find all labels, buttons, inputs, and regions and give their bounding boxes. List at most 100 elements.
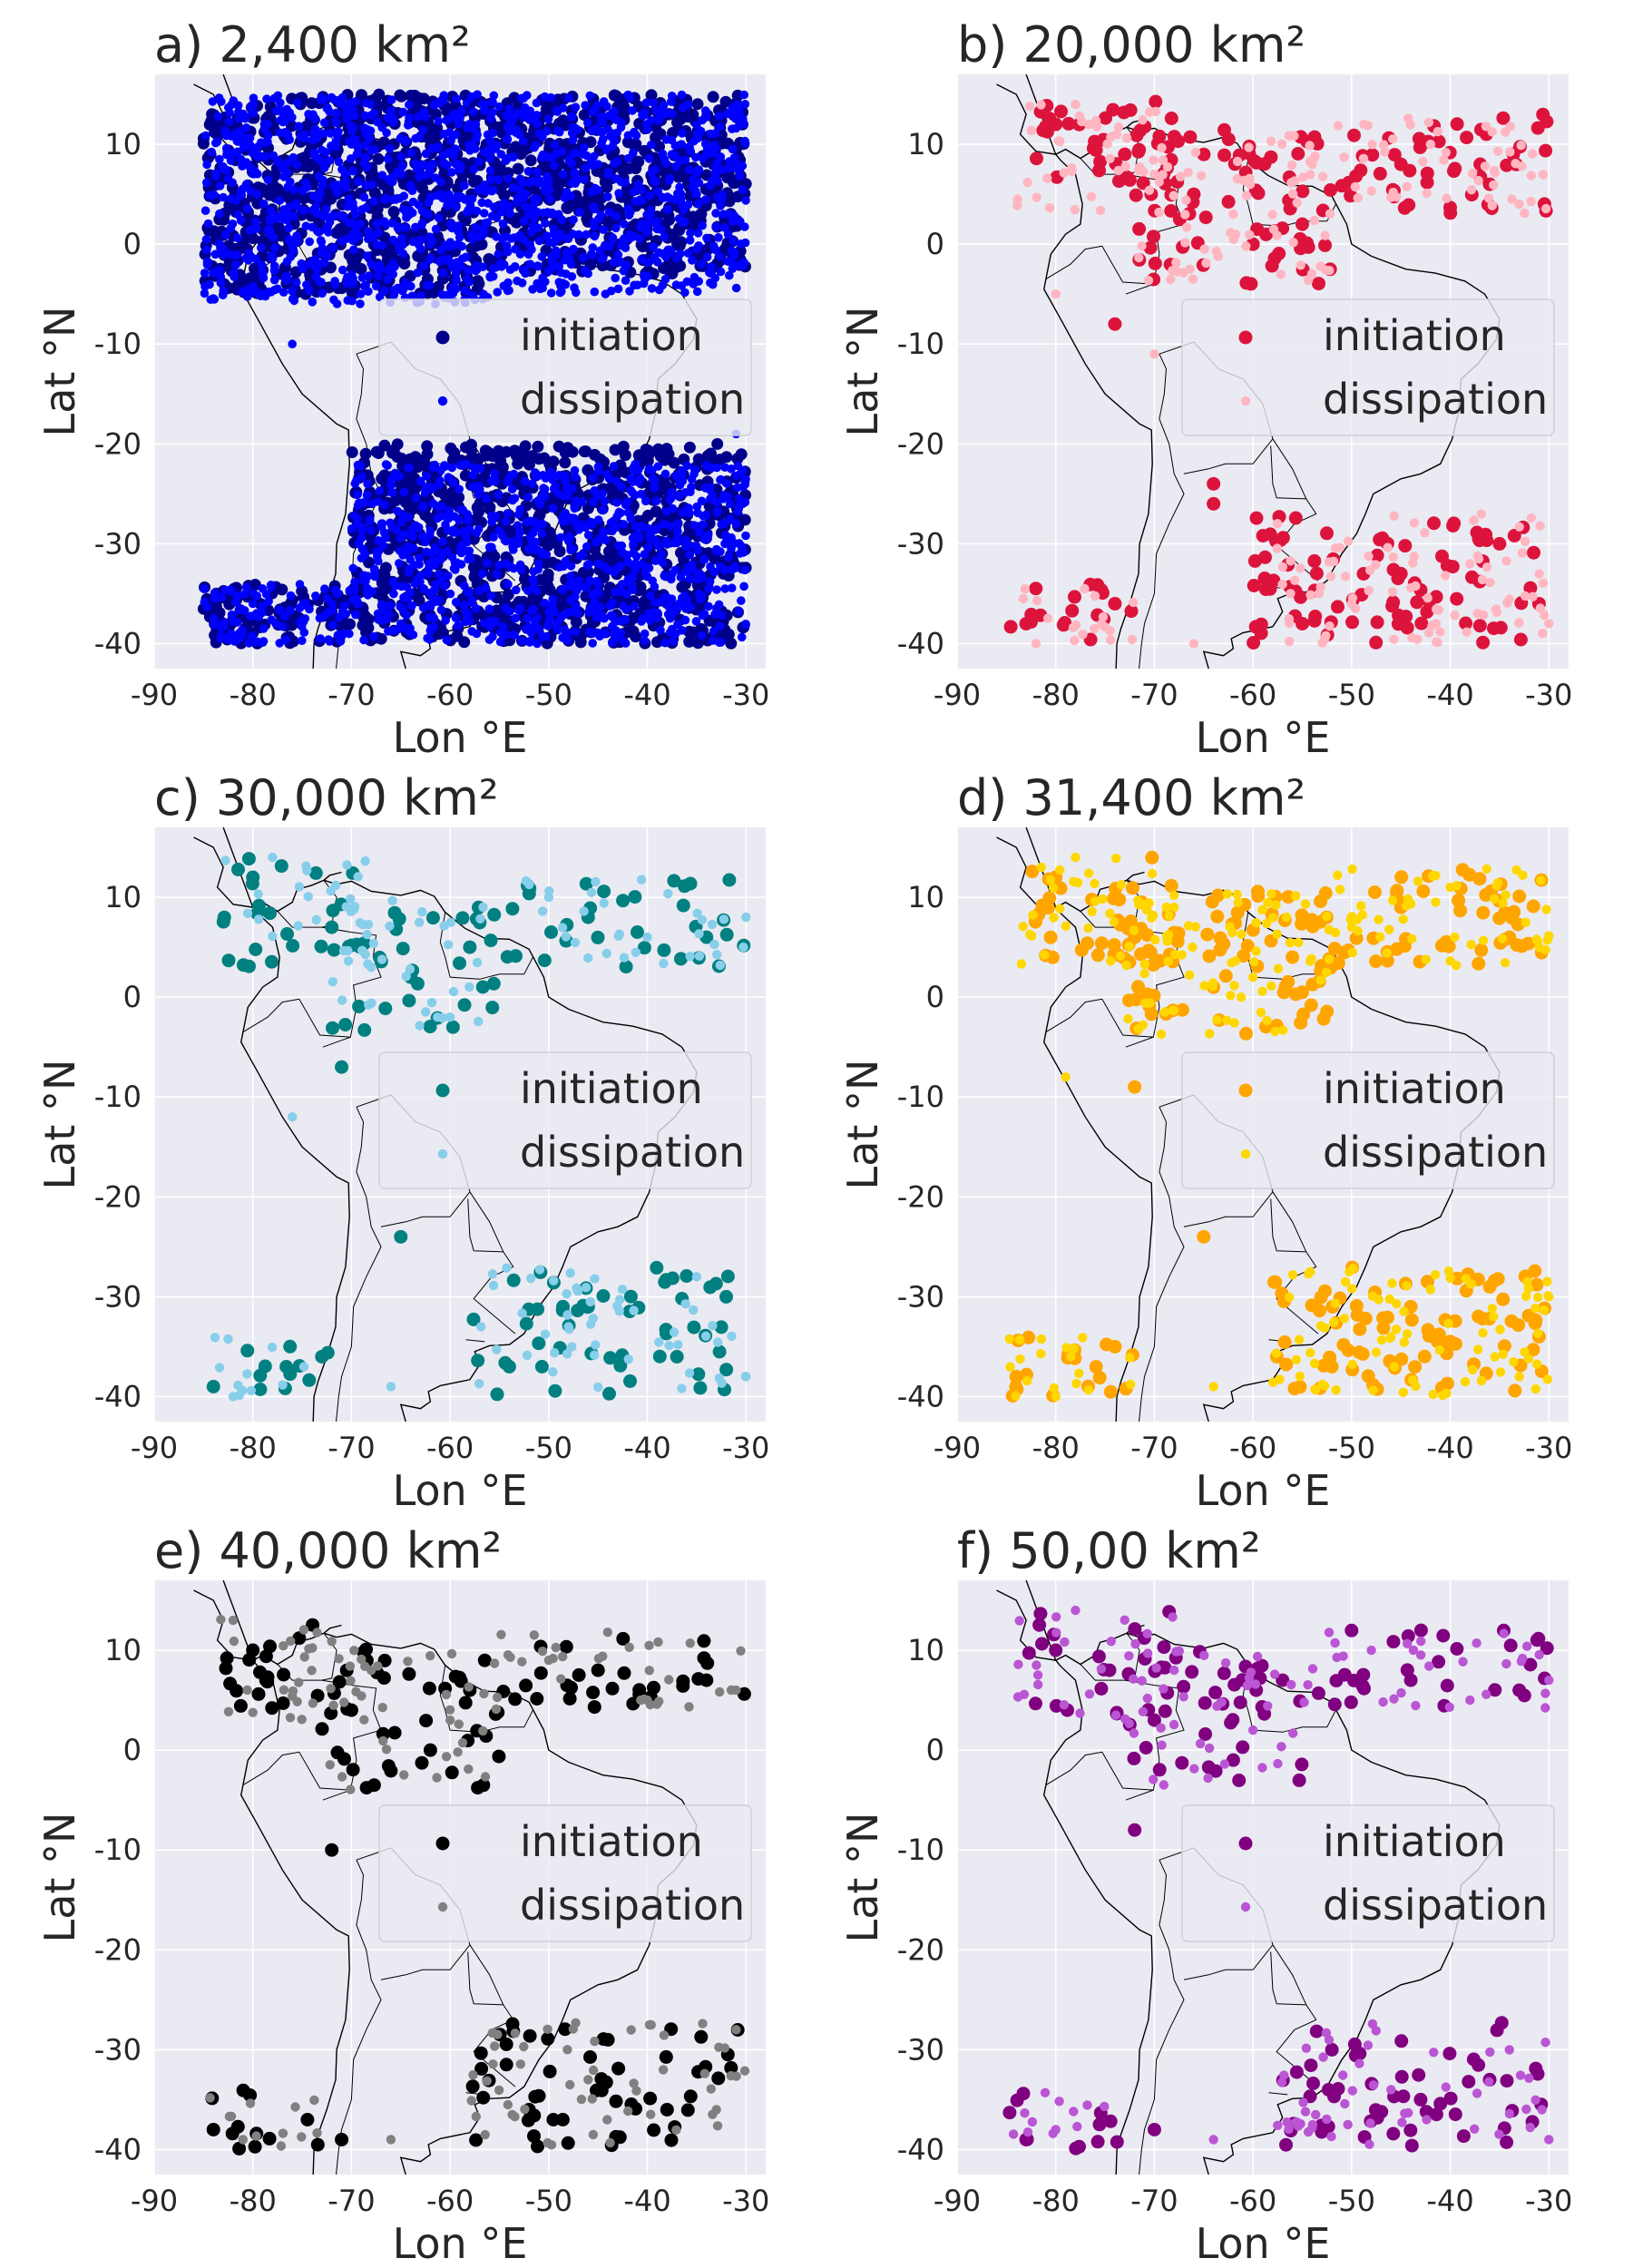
scatter-point <box>593 559 602 569</box>
scatter-point <box>553 210 563 219</box>
scatter-point <box>269 93 279 103</box>
scatter-point <box>598 505 608 514</box>
plot-content <box>996 74 1554 669</box>
scatter-point <box>579 143 589 152</box>
scatter-point <box>1166 274 1176 285</box>
scatter-point <box>567 159 576 169</box>
scatter-point <box>1391 617 1405 631</box>
scatter-point <box>1068 590 1081 604</box>
scatter-point <box>1187 187 1201 201</box>
scatter-point <box>571 627 581 637</box>
scatter-point <box>257 260 267 270</box>
scatter-point <box>450 285 460 295</box>
scatter-point <box>275 128 285 138</box>
scatter-point <box>558 170 568 179</box>
scatter-point <box>455 515 464 525</box>
scatter-point <box>1516 141 1526 151</box>
scatter-point <box>592 608 601 618</box>
scatter-point <box>610 258 619 268</box>
scatter-point <box>510 631 519 640</box>
series-dissipation <box>1012 99 1554 649</box>
scatter-point <box>456 505 465 514</box>
scatter-point <box>498 219 508 229</box>
scatter-point <box>1026 125 1037 136</box>
scatter-point <box>700 484 710 493</box>
scatter-point <box>702 233 711 243</box>
scatter-point <box>503 477 513 487</box>
scatter-point <box>588 629 598 638</box>
scatter-point <box>634 477 643 487</box>
scatter-point <box>365 134 375 143</box>
scatter-point <box>538 150 548 160</box>
scatter-point <box>1445 560 1460 574</box>
scatter-point <box>628 585 638 594</box>
scatter-point <box>1268 224 1279 234</box>
scatter-point <box>722 479 732 488</box>
scatter-point <box>291 278 301 288</box>
scatter-point <box>306 97 318 110</box>
scatter-point <box>431 580 440 590</box>
scatter-point <box>1272 519 1283 529</box>
scatter-point <box>678 508 688 517</box>
scatter-point <box>1467 168 1478 179</box>
scatter-point <box>459 601 469 611</box>
scatter-point <box>1105 635 1116 645</box>
scatter-point <box>533 279 542 288</box>
scatter-point <box>364 271 374 280</box>
scatter-point <box>1427 516 1441 531</box>
scatter-point <box>1349 169 1364 183</box>
scatter-point <box>388 113 398 122</box>
scatter-point <box>328 211 337 220</box>
scatter-point <box>1244 142 1254 152</box>
scatter-point <box>408 630 418 640</box>
scatter-point <box>436 177 445 187</box>
scatter-point <box>348 166 357 176</box>
scatter-point <box>483 218 493 228</box>
scatter-point <box>589 218 599 227</box>
scatter-point <box>341 183 351 192</box>
scatter-point <box>1061 116 1076 131</box>
scatter-point <box>723 230 733 239</box>
scatter-point <box>1339 152 1349 162</box>
scatter-point <box>398 511 408 521</box>
scatter-point <box>630 601 639 611</box>
scatter-point <box>701 461 711 470</box>
scatter-point <box>1067 162 1077 173</box>
scatter-point <box>581 163 591 173</box>
scatter-point <box>1538 170 1549 180</box>
scatter-point <box>278 621 288 631</box>
scatter-point <box>524 210 533 219</box>
scatter-point <box>538 550 547 559</box>
scatter-point <box>655 598 665 607</box>
scatter-point <box>474 524 484 533</box>
scatter-point <box>323 221 333 230</box>
scatter-point <box>249 579 261 591</box>
scatter-point <box>468 107 478 116</box>
scatter-point <box>416 244 425 253</box>
scatter-point <box>702 112 711 122</box>
scatter-point <box>373 497 383 506</box>
scatter-point <box>314 228 324 237</box>
scatter-point <box>1465 570 1479 584</box>
scatter-point <box>405 100 414 110</box>
scatter-point <box>377 600 386 610</box>
scatter-point <box>711 163 720 172</box>
scatter-point <box>1054 104 1068 119</box>
scatter-point <box>456 560 466 569</box>
scatter-point <box>388 269 398 279</box>
scatter-point <box>683 200 693 210</box>
scatter-point <box>1108 596 1122 611</box>
scatter-point <box>201 178 211 188</box>
scatter-point <box>660 469 670 479</box>
scatter-point <box>583 531 593 540</box>
scatter-point <box>515 504 525 514</box>
scatter-point <box>210 588 220 598</box>
scatter-point <box>1106 103 1120 117</box>
scatter-point <box>291 199 300 209</box>
scatter-point <box>1345 615 1359 630</box>
scatter-point <box>552 117 565 130</box>
scatter-point <box>515 560 525 570</box>
scatter-point <box>477 198 486 208</box>
scatter-point <box>373 88 386 101</box>
scatter-point <box>1309 566 1324 581</box>
